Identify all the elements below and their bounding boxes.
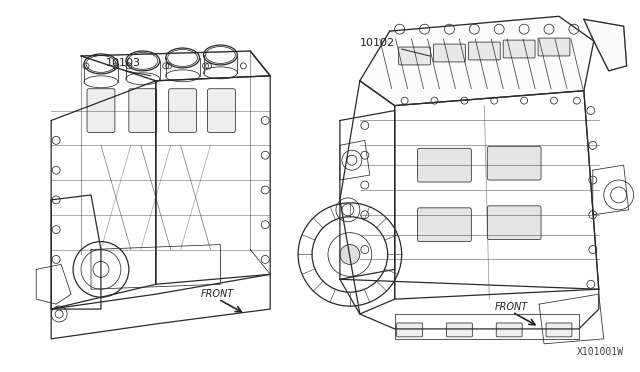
Text: FRONT: FRONT xyxy=(200,289,234,299)
FancyBboxPatch shape xyxy=(433,44,465,62)
Circle shape xyxy=(340,244,360,264)
FancyBboxPatch shape xyxy=(546,323,572,337)
FancyBboxPatch shape xyxy=(538,38,570,56)
Polygon shape xyxy=(360,16,594,106)
Text: 10102: 10102 xyxy=(360,38,395,48)
Text: 10103: 10103 xyxy=(106,58,141,68)
FancyBboxPatch shape xyxy=(129,89,157,132)
FancyBboxPatch shape xyxy=(169,89,196,132)
Polygon shape xyxy=(81,51,270,81)
FancyBboxPatch shape xyxy=(487,206,541,240)
FancyBboxPatch shape xyxy=(417,148,471,182)
FancyBboxPatch shape xyxy=(468,42,500,60)
FancyBboxPatch shape xyxy=(417,208,471,241)
FancyBboxPatch shape xyxy=(397,323,422,337)
FancyBboxPatch shape xyxy=(207,89,236,132)
FancyBboxPatch shape xyxy=(399,47,431,65)
FancyBboxPatch shape xyxy=(487,146,541,180)
FancyBboxPatch shape xyxy=(87,89,115,132)
FancyBboxPatch shape xyxy=(447,323,472,337)
FancyBboxPatch shape xyxy=(503,40,535,58)
FancyBboxPatch shape xyxy=(496,323,522,337)
Text: FRONT: FRONT xyxy=(494,302,527,312)
Text: X101001W: X101001W xyxy=(577,347,623,357)
Polygon shape xyxy=(584,19,627,71)
